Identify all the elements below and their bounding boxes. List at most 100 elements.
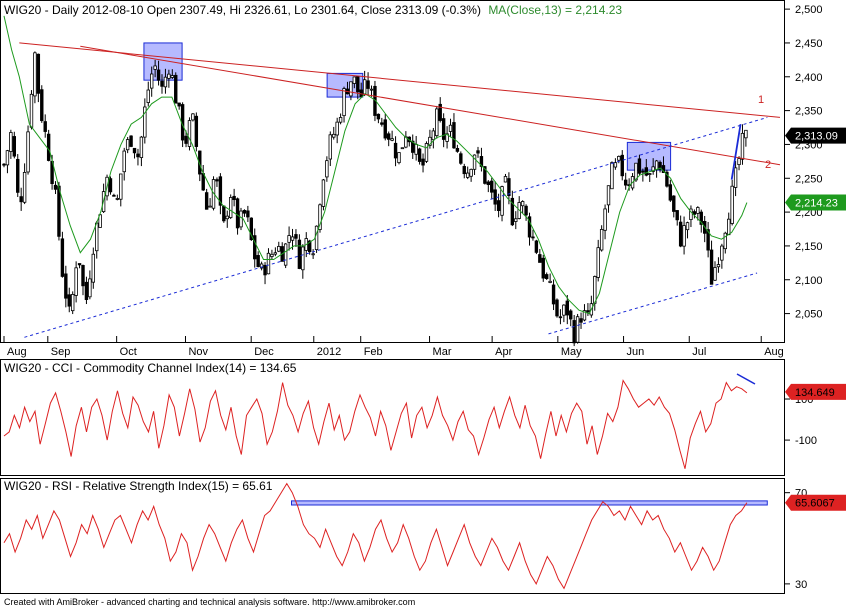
month-label: Jun [627,346,645,358]
candle-body [36,53,41,94]
month-label: Feb [364,346,383,358]
candle-body [167,73,171,79]
candle-body [730,185,734,224]
candle-body [9,132,13,152]
candle-body [2,163,6,166]
candle-body [352,76,357,84]
candle-body [668,184,673,201]
candle-body [678,221,683,247]
candle-body [22,172,27,203]
candle-body [455,148,460,152]
candle-body [744,129,748,139]
breakout-mark [730,123,742,180]
candle-body [637,158,642,174]
candle-body [294,234,298,239]
candle-body [129,135,133,147]
candle-body [386,133,391,140]
cci-value-tag: 134.649 [785,383,846,400]
candle-body [239,210,243,228]
lower-channel-line [548,272,758,335]
candle-body [689,208,693,220]
ma-line [3,15,748,315]
candle-body [218,176,223,206]
candle-body [81,265,85,287]
candle-body [40,89,44,122]
month-label: Dec [254,346,274,358]
cci-title: WIG20 - CCI - Commodity Channel Index(14… [4,361,297,375]
candle-body [459,153,463,164]
candle-body [70,294,75,312]
price-y-tick-label: 2,400 [795,72,823,84]
candle-body [438,103,442,121]
candle-body [256,255,260,267]
month-label: Sep [51,346,71,358]
trendline-2 [80,45,781,166]
resistance-trendline [19,42,781,118]
candle-body [620,154,624,177]
candle-body [417,148,422,162]
candle-body [558,316,563,319]
candle-body [699,211,703,225]
candle-body [507,178,511,196]
candle-body [362,79,367,95]
candle-body [737,158,741,166]
candle-body [266,252,271,275]
candle-body [122,150,126,173]
candle-body [586,310,590,313]
candle-body [462,166,466,175]
candle-body [297,239,302,269]
candle-body [531,236,535,239]
line-2-label: 2 [765,159,771,171]
cci-pane [0,359,785,476]
candle-body [149,73,154,89]
candle-body [194,115,199,147]
candle-body [551,284,556,305]
price-y-tick-label: 2,050 [795,309,823,321]
candle-body [514,218,518,222]
candle-body [665,171,669,187]
candle-body [349,81,353,97]
candle-body [342,88,346,117]
candle-body [397,152,401,164]
candle-body [623,179,628,186]
rsi-band [291,500,768,506]
candle-body [91,253,96,283]
candle-body [541,257,545,279]
candle-body [132,147,137,154]
candle-body [60,238,65,277]
candle-body [228,197,233,218]
candle-body [696,207,700,214]
candle-body [496,200,501,211]
month-label: 2012 [317,346,341,358]
candle-body [452,122,456,149]
candle-body [716,264,721,268]
candle-body [448,124,453,132]
price-y-tick-label: 2,500 [795,4,823,16]
candle-body [490,180,494,193]
candle-body [441,118,446,140]
candle-body [301,246,305,271]
candle-body [520,201,525,207]
candle-body [593,276,597,304]
candle-body [204,192,209,210]
candle-body [706,229,710,251]
candle-body [139,136,144,158]
footer-credit: Created with AmiBroker - advanced charti… [4,597,416,607]
candle-body [53,184,58,190]
candle-body [634,162,638,181]
candle-body [411,140,415,153]
candle-body [84,281,89,300]
rsi-series-line [3,482,748,590]
candle-body [184,135,188,144]
candle-body [57,185,61,237]
candle-body [108,178,113,193]
candle-body [146,89,150,103]
rsi-pane [0,478,785,594]
price-y-tick-label: 2,100 [795,275,823,287]
svg-text:2,313.09: 2,313.09 [795,131,838,143]
candle-body [136,153,140,158]
candle-body [606,185,611,206]
candle-body [318,204,322,230]
candle-body [465,172,470,178]
